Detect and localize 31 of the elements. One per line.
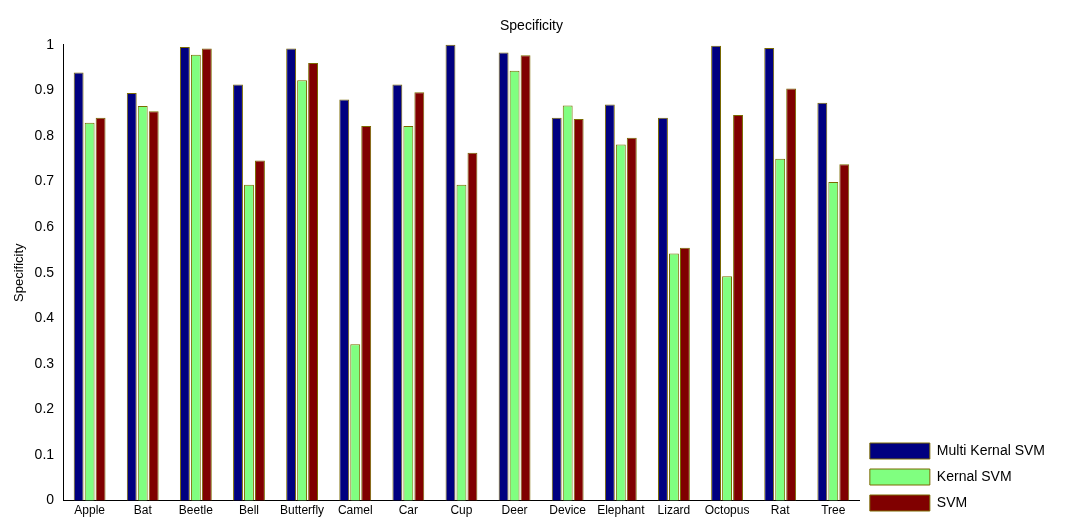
y-tick-label: 0.6 <box>34 217 55 234</box>
x-tick-label: Bat <box>133 503 153 518</box>
x-tick-label: Camel <box>337 503 373 518</box>
y-tick-label: 0.4 <box>34 309 55 326</box>
x-tick-label: Rat <box>770 503 791 518</box>
x-tick-label: Device <box>549 503 587 518</box>
y-tick-label: 0.1 <box>34 445 55 462</box>
legend-label: SVM <box>936 493 968 510</box>
x-tick-label: Bell <box>238 503 259 518</box>
x-tick-label: Octopus <box>704 503 750 518</box>
x-tick-label: Deer <box>501 503 528 518</box>
legend-label: Kernal SVM <box>936 467 1012 484</box>
y-tick-label: 0.7 <box>34 172 55 189</box>
y-axis-title: Specificity <box>11 242 27 302</box>
x-tick-label: Butterfly <box>280 503 325 518</box>
x-tick-label: Cup <box>450 503 473 518</box>
x-tick-label: Apple <box>74 503 106 518</box>
x-tick-label: Elephant <box>597 503 646 518</box>
y-tick-label: 0 <box>46 491 55 508</box>
x-tick-label: Tree <box>821 503 846 518</box>
y-tick-label: 0.8 <box>34 126 55 143</box>
legend-label: Multi Kernal SVM <box>936 441 1046 458</box>
x-tick-label: Beetle <box>178 503 214 518</box>
y-tick-label: 1 <box>46 35 55 52</box>
y-tick-label: 0.3 <box>34 354 55 371</box>
x-tick-label: Car <box>398 503 419 518</box>
x-tick-label: Lizard <box>657 503 691 518</box>
chart-title: Specificity <box>499 17 564 34</box>
y-tick-label: 0.2 <box>34 400 55 417</box>
y-tick-label: 0.9 <box>34 81 55 98</box>
y-tick-label: 0.5 <box>34 263 55 280</box>
